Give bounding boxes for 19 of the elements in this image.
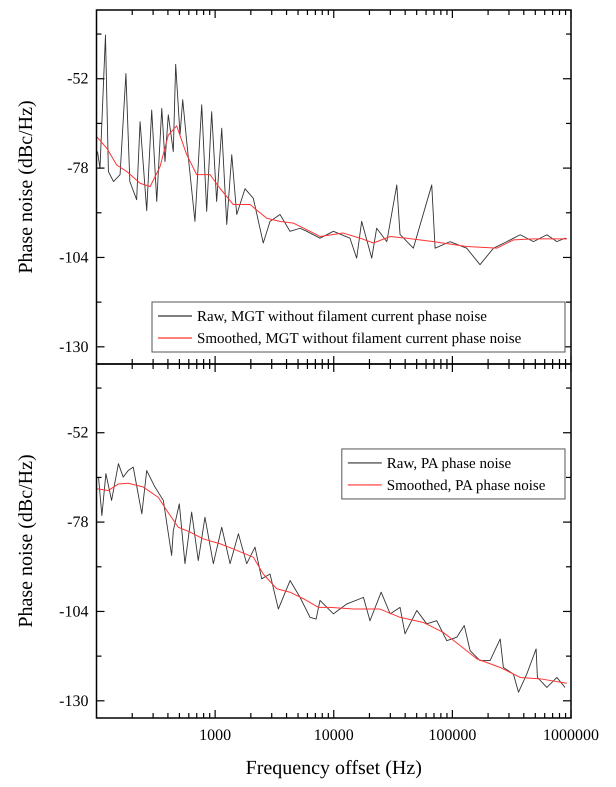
y-tick-label: -104 (59, 249, 88, 266)
y-tick-label: -130 (59, 692, 88, 710)
x-axis-title: Frequency offset (Hz) (246, 757, 422, 779)
y-tick-label: -104 (59, 603, 88, 620)
x-tick-label: 1000 (199, 727, 232, 744)
legend-label: Smoothed, PA phase noise (386, 478, 546, 494)
y-tick-label: -52 (67, 424, 88, 442)
legend-label: Raw, MGT without filament current phase noise (197, 309, 488, 325)
y-tick-label: -78 (67, 514, 88, 532)
y-axis-title: Phase noise (dBc/Hz) (15, 454, 37, 628)
x-tick-label: 100000 (428, 727, 476, 744)
y-tick-label: -78 (67, 160, 88, 178)
legend-label: Smoothed, MGT without filament current phase noise (197, 331, 522, 347)
x-tick-label: 10000 (314, 727, 354, 744)
x-tick-label: 1000000 (543, 727, 599, 744)
y-tick-label: -130 (59, 338, 88, 356)
y-axis-title: Phase noise (dBc/Hz) (15, 100, 37, 274)
legend-label: Raw, PA phase noise (386, 456, 512, 472)
y-tick-label: -52 (67, 70, 88, 88)
